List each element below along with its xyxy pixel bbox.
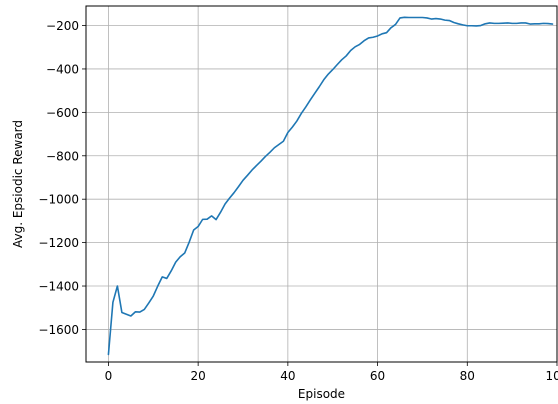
x-tick-label: 0 bbox=[105, 369, 113, 383]
x-tick-label: 100 bbox=[546, 369, 558, 383]
y-tick-label: −600 bbox=[46, 106, 79, 120]
y-tick-label: −1600 bbox=[38, 323, 79, 337]
y-tick-label: −1400 bbox=[38, 280, 79, 294]
y-tick-label: −800 bbox=[46, 149, 79, 163]
y-axis-label: Avg. Epsiodic Reward bbox=[11, 120, 25, 248]
tick-marks bbox=[82, 25, 558, 366]
series-line bbox=[107, 16, 554, 356]
grid-lines bbox=[86, 6, 558, 362]
x-tick-label: 20 bbox=[191, 369, 206, 383]
x-axis-label: Episode bbox=[298, 387, 345, 401]
series-layer bbox=[107, 16, 554, 356]
x-tick-label: 80 bbox=[460, 369, 475, 383]
y-tick-label: −1200 bbox=[38, 236, 79, 250]
plot-frame bbox=[85, 5, 558, 363]
y-tick-label: −400 bbox=[46, 62, 79, 76]
tick-labels: 0 20 40 60 80 100 −1600 −1400 −1200 −1000 −800 −600… bbox=[38, 19, 558, 383]
x-tick-label: 60 bbox=[370, 369, 385, 383]
y-tick-label: −200 bbox=[46, 19, 79, 33]
x-tick-label: 40 bbox=[280, 369, 295, 383]
y-tick-label: −1000 bbox=[38, 193, 79, 207]
